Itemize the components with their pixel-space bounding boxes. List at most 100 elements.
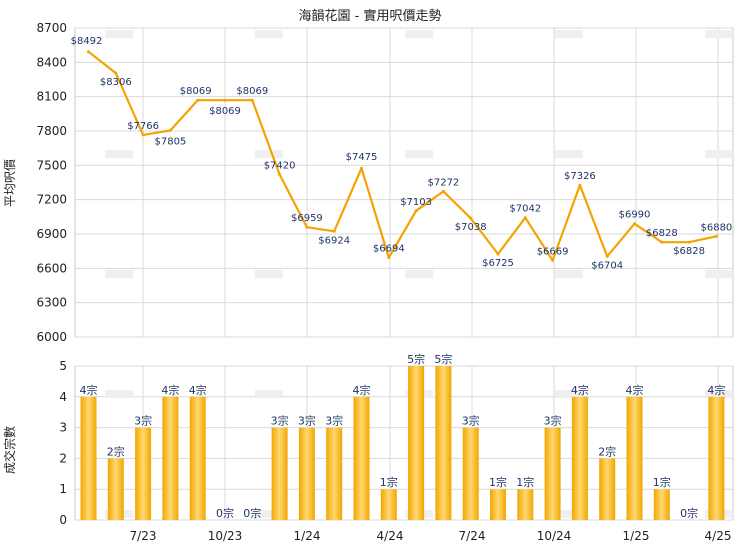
watermark-mark bbox=[255, 390, 283, 398]
price-plot-frame bbox=[74, 27, 734, 338]
watermark-mark bbox=[105, 30, 133, 38]
price-point-label: $6669 bbox=[537, 246, 569, 257]
price-point-label: $6694 bbox=[373, 244, 405, 255]
price-point-label: $7326 bbox=[564, 171, 596, 182]
price-point bbox=[469, 216, 473, 220]
volume-bar-label: 1宗 bbox=[489, 475, 507, 489]
volume-bar-label: 3宗 bbox=[462, 414, 480, 428]
volume-bar-label: 3宗 bbox=[325, 414, 343, 428]
volume-bar-label: 3宗 bbox=[298, 414, 316, 428]
price-tick-label: 8100 bbox=[36, 90, 67, 104]
x-tick-label: 4/24 bbox=[377, 529, 404, 543]
price-point bbox=[414, 209, 418, 213]
watermark-mark bbox=[255, 150, 283, 158]
watermark-mark bbox=[705, 270, 733, 278]
volume-bar bbox=[271, 427, 288, 520]
volume-bar-label: 3宗 bbox=[544, 414, 562, 428]
volume-bar bbox=[653, 489, 670, 520]
watermark-mark bbox=[555, 270, 583, 278]
price-point bbox=[360, 166, 363, 170]
price-tick-label: 7200 bbox=[36, 193, 67, 207]
x-tick-label: 7/23 bbox=[130, 529, 157, 543]
price-tick-label: 8400 bbox=[36, 55, 67, 69]
x-tick-label: 1/24 bbox=[294, 529, 321, 543]
price-point bbox=[714, 234, 718, 238]
watermark-mark bbox=[105, 270, 133, 278]
volume-tick-label: 5 bbox=[59, 359, 67, 373]
price-point-label: $8069 bbox=[209, 106, 241, 117]
x-tick-label: 1/25 bbox=[623, 529, 650, 543]
volume-bar-label: 4宗 bbox=[571, 383, 589, 397]
price-series-line bbox=[87, 50, 717, 262]
watermark-mark bbox=[555, 30, 583, 38]
volume-bar-label: 4宗 bbox=[161, 383, 179, 397]
x-tick-label: 7/24 bbox=[459, 529, 486, 543]
volume-bar bbox=[298, 427, 315, 520]
volume-bar-label: 4宗 bbox=[707, 383, 725, 397]
volume-bar bbox=[490, 489, 506, 520]
x-tick-label: 4/25 bbox=[705, 529, 732, 543]
price-point bbox=[523, 216, 527, 220]
price-point bbox=[605, 254, 609, 258]
volume-tick-label: 4 bbox=[59, 390, 67, 404]
price-point bbox=[551, 258, 555, 262]
price-tick-label: 7500 bbox=[36, 158, 67, 172]
price-point bbox=[196, 98, 200, 102]
volume-bar bbox=[708, 396, 725, 520]
price-point-label: $6880 bbox=[700, 222, 732, 233]
price-point-label: $6704 bbox=[591, 260, 623, 271]
price-point-label: $7103 bbox=[400, 197, 432, 208]
price-tick-label: 7800 bbox=[36, 124, 67, 138]
volume-bar bbox=[599, 458, 616, 520]
volume-bar bbox=[135, 427, 152, 520]
price-point-label: $6828 bbox=[673, 246, 705, 257]
volume-bar-label: 5宗 bbox=[407, 352, 425, 366]
price-point bbox=[114, 71, 118, 75]
price-point-label: $6828 bbox=[646, 228, 678, 239]
volume-bar bbox=[626, 396, 643, 520]
price-point bbox=[168, 128, 172, 132]
price-point bbox=[687, 240, 691, 244]
watermark-mark bbox=[405, 150, 433, 158]
price-point bbox=[305, 225, 309, 229]
volume-bar-label: 1宗 bbox=[653, 475, 671, 489]
volume-bar bbox=[326, 427, 343, 520]
watermark-mark bbox=[705, 390, 733, 398]
volume-bar-label: 4宗 bbox=[626, 383, 644, 397]
price-point-label: $6990 bbox=[619, 210, 651, 221]
volume-bar bbox=[544, 427, 561, 520]
watermark-mark bbox=[555, 390, 583, 398]
volume-bar bbox=[107, 458, 124, 520]
volume-axis-title: 成交宗數 bbox=[2, 426, 17, 474]
volume-bar bbox=[571, 396, 588, 520]
price-point bbox=[141, 133, 145, 137]
price-point-label: $7805 bbox=[154, 136, 186, 147]
price-tick-label: 6000 bbox=[36, 330, 67, 344]
watermark-mark bbox=[255, 270, 283, 278]
volume-bar bbox=[189, 396, 206, 520]
watermark-mark bbox=[255, 510, 283, 518]
volume-bar bbox=[435, 366, 452, 520]
chart-title: 海韻花園 - 實用呎價走勢 bbox=[299, 8, 442, 24]
volume-bar-label: 0宗 bbox=[216, 506, 234, 520]
volume-bar-label: 2宗 bbox=[107, 444, 125, 458]
volume-plot-frame bbox=[74, 365, 734, 521]
price-point-label: $8306 bbox=[100, 77, 132, 88]
price-point bbox=[250, 98, 254, 102]
volume-bar-label: 2宗 bbox=[598, 444, 616, 458]
price-point bbox=[441, 189, 445, 193]
price-point-label: $8069 bbox=[236, 86, 268, 97]
volume-bar-label: 1宗 bbox=[380, 475, 398, 489]
volume-bar-label: 4宗 bbox=[80, 383, 98, 397]
price-point bbox=[223, 98, 227, 102]
price-point-label: $6924 bbox=[318, 235, 350, 246]
watermark-mark bbox=[705, 150, 733, 158]
price-point-label: $8492 bbox=[71, 36, 103, 47]
watermark-mark bbox=[555, 510, 583, 518]
price-point bbox=[660, 240, 664, 244]
watermark-mark bbox=[405, 30, 433, 38]
price-point bbox=[496, 252, 500, 256]
volume-bar bbox=[408, 366, 425, 520]
